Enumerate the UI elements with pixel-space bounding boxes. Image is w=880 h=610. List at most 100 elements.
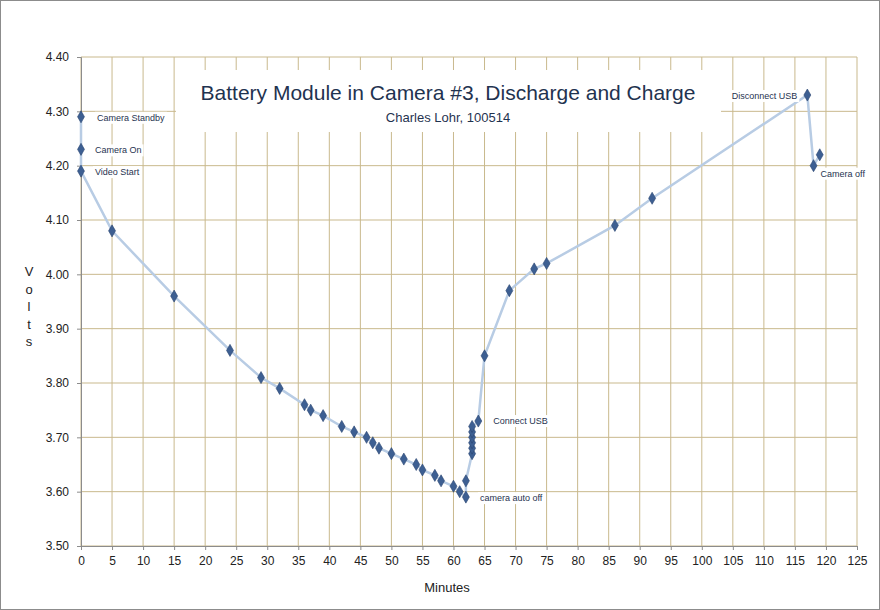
x-tick: 45 bbox=[354, 546, 368, 568]
x-tick: 105 bbox=[723, 546, 743, 568]
x-tick-label: 45 bbox=[354, 554, 368, 568]
annotation-background bbox=[730, 90, 800, 102]
x-axis-title: Minutes bbox=[424, 580, 470, 595]
y-tick-label: 3.90 bbox=[46, 322, 70, 336]
x-tick: 110 bbox=[755, 546, 774, 568]
data-point bbox=[227, 344, 234, 356]
data-point bbox=[462, 491, 469, 503]
x-tick-mark bbox=[578, 546, 579, 550]
x-tick-label: 95 bbox=[665, 554, 679, 568]
y-tick: 4.30 bbox=[46, 105, 81, 119]
x-tick-mark bbox=[764, 546, 765, 550]
y-tick-mark bbox=[77, 492, 81, 493]
y-axis: 3.503.603.703.803.904.004.104.204.304.40 bbox=[46, 50, 82, 553]
x-tick-label: 75 bbox=[540, 554, 554, 568]
x-tick: 30 bbox=[261, 546, 275, 568]
annotation: camera auto off bbox=[480, 493, 543, 503]
data-point bbox=[450, 480, 457, 492]
title-background bbox=[176, 70, 721, 132]
x-tick-mark bbox=[267, 546, 268, 550]
data-point bbox=[369, 437, 376, 449]
y-tick-mark bbox=[77, 57, 81, 58]
x-tick: 10 bbox=[137, 546, 151, 568]
subtitle: Charles Lohr, 100514 bbox=[386, 110, 510, 125]
x-tick-mark bbox=[453, 546, 454, 550]
y-tick: 3.90 bbox=[46, 322, 81, 336]
y-tick-mark bbox=[77, 383, 81, 384]
grid-line-y bbox=[81, 274, 857, 275]
grid-line-x bbox=[763, 57, 764, 546]
y-tick-mark bbox=[77, 329, 81, 330]
data-point bbox=[338, 420, 345, 432]
x-tick: 120 bbox=[816, 546, 836, 568]
y-tick: 3.80 bbox=[46, 376, 81, 390]
x-tick-label: 30 bbox=[261, 554, 275, 568]
y-tick-label: 4.10 bbox=[46, 213, 70, 227]
x-tick-label: 35 bbox=[292, 554, 306, 568]
y-tick: 4.00 bbox=[46, 268, 81, 282]
y-tick-label: 3.80 bbox=[46, 376, 70, 390]
annotation-background bbox=[93, 166, 142, 178]
y-tick-label: 3.60 bbox=[46, 485, 70, 499]
x-tick-label: 0 bbox=[78, 554, 85, 568]
x-tick-label: 120 bbox=[816, 554, 836, 568]
data-point bbox=[276, 382, 283, 394]
grid-line-x bbox=[143, 57, 144, 546]
grid-line-y bbox=[81, 491, 857, 492]
grid-line-x bbox=[857, 57, 858, 546]
annotation-background bbox=[478, 492, 545, 504]
x-tick: 100 bbox=[692, 546, 712, 568]
data-point bbox=[400, 453, 407, 465]
annotation: Disconnect USB bbox=[732, 91, 798, 101]
x-tick-label: 105 bbox=[723, 554, 743, 568]
x-tick: 55 bbox=[416, 546, 430, 568]
x-tick-mark bbox=[236, 546, 237, 550]
x-axis-line bbox=[82, 547, 858, 551]
x-tick-mark bbox=[329, 546, 330, 550]
data-point bbox=[351, 426, 358, 438]
x-tick: 50 bbox=[385, 546, 399, 568]
annotation: Connect USB bbox=[493, 416, 548, 426]
annotations: Camera StandbyCamera OnVideo Startcamera… bbox=[93, 90, 867, 504]
y-tick-mark bbox=[77, 546, 81, 547]
grid-line-y bbox=[81, 383, 857, 384]
x-tick-label: 115 bbox=[786, 554, 805, 568]
grid-line-y bbox=[81, 220, 857, 221]
annotation-background bbox=[491, 415, 550, 427]
annotation-background bbox=[95, 112, 167, 124]
data-point bbox=[481, 350, 488, 362]
data-point bbox=[109, 225, 116, 237]
data-point bbox=[78, 165, 85, 177]
plot: 0510152025303540455055606570758085909510… bbox=[46, 50, 868, 567]
y-tick-label: 3.50 bbox=[46, 539, 70, 553]
x-tick: 60 bbox=[447, 546, 461, 568]
x-tick: 115 bbox=[786, 546, 805, 568]
x-tick: 5 bbox=[109, 546, 116, 568]
data-line bbox=[81, 95, 820, 497]
x-tick: 35 bbox=[292, 546, 306, 568]
data-point bbox=[376, 442, 383, 454]
title: Battery Module in Camera #3, Discharge a… bbox=[201, 81, 696, 104]
data-point bbox=[320, 410, 327, 422]
x-tick-label: 55 bbox=[416, 554, 430, 568]
x-tick: 20 bbox=[199, 546, 213, 568]
y-tick: 3.50 bbox=[46, 539, 81, 553]
y-tick-mark bbox=[77, 220, 81, 221]
chart-border bbox=[1, 1, 880, 610]
title-block: Battery Module in Camera #3, Discharge a… bbox=[176, 70, 721, 132]
grid-line-y bbox=[81, 165, 857, 166]
x-tick-label: 60 bbox=[447, 554, 461, 568]
annotation: Camera Standby bbox=[97, 113, 165, 123]
x-tick-mark bbox=[174, 546, 175, 550]
data-point bbox=[816, 149, 823, 161]
x-tick-mark bbox=[826, 546, 827, 550]
x-tick-label: 70 bbox=[509, 554, 523, 568]
x-tick-mark bbox=[298, 546, 299, 550]
x-tick-label: 65 bbox=[478, 554, 492, 568]
y-tick: 4.20 bbox=[46, 159, 81, 173]
x-tick: 80 bbox=[571, 546, 585, 568]
data-point bbox=[171, 290, 178, 302]
y-tick-label: 4.30 bbox=[46, 105, 70, 119]
grid-line-x bbox=[732, 57, 733, 546]
grid-line-y bbox=[81, 57, 857, 58]
